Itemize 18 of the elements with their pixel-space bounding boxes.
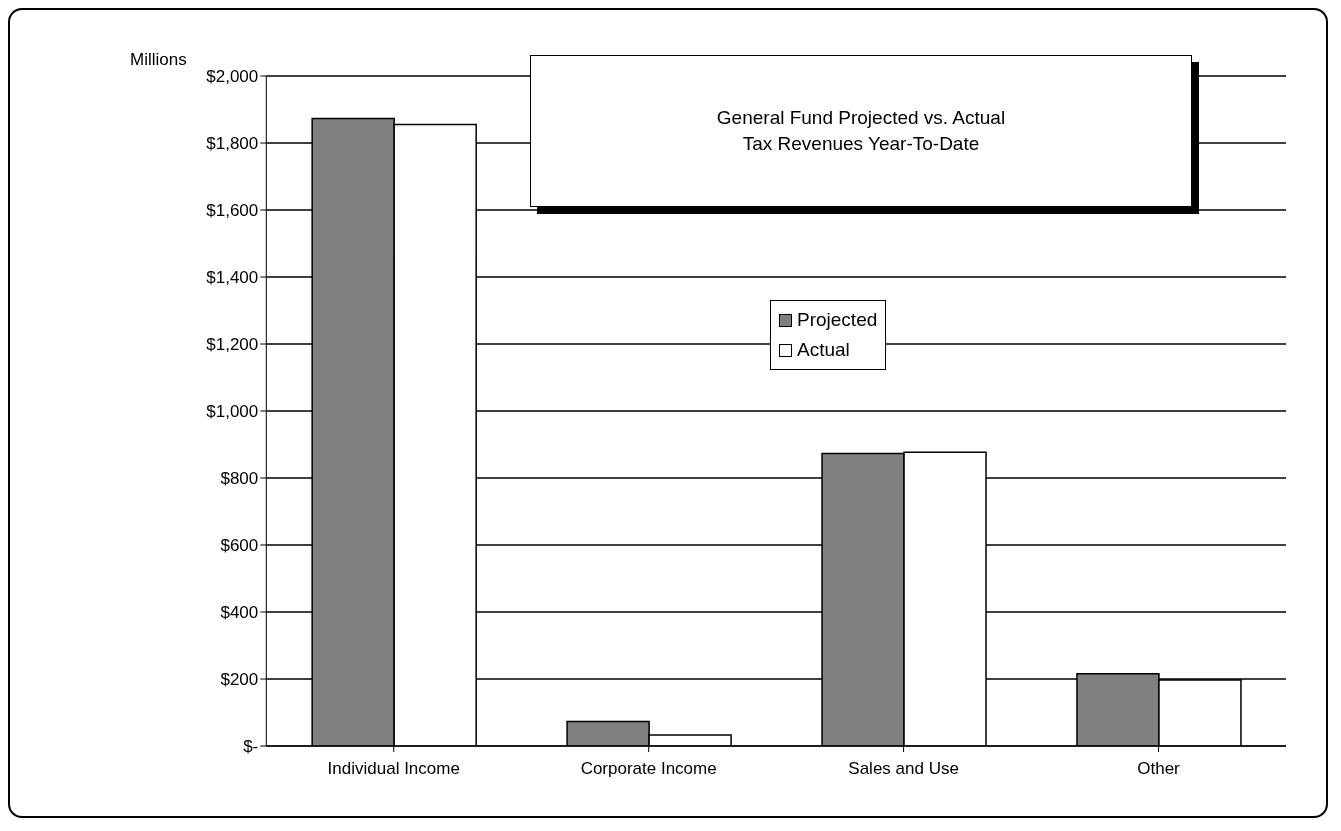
y-axis-title: Millions	[130, 50, 187, 70]
y-tick-label: $1,800	[206, 134, 259, 154]
y-tick-label: $400	[220, 603, 259, 623]
x-tick-label: Individual Income	[327, 759, 460, 779]
x-tick-label: Other	[1137, 759, 1181, 779]
legend-label: Actual	[797, 338, 850, 362]
y-tick-label: $200	[220, 670, 259, 690]
y-tick-label: $1,600	[206, 201, 259, 221]
y-tick-label: $1,200	[206, 335, 259, 355]
y-tick-label: $-	[243, 737, 259, 757]
y-tick-label: $600	[220, 536, 259, 556]
x-tick-label: Corporate Income	[580, 759, 717, 779]
y-tick-label: $800	[220, 469, 259, 489]
y-tick-label: $2,000	[206, 67, 259, 87]
x-tick-label: Sales and Use	[848, 759, 959, 779]
y-tick-label: $1,400	[206, 268, 259, 288]
legend-label: Projected	[797, 308, 878, 332]
y-tick-label: $1,000	[206, 402, 259, 422]
